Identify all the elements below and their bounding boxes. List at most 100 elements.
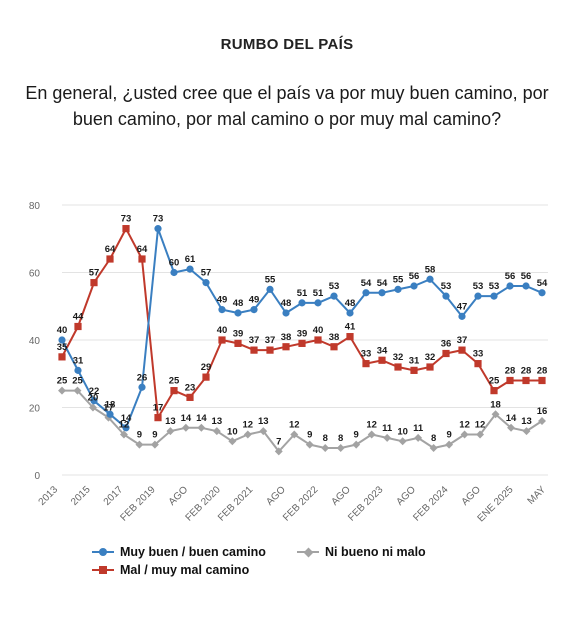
data-point bbox=[266, 346, 274, 354]
data-label: 28 bbox=[521, 366, 532, 377]
data-point bbox=[154, 225, 162, 233]
data-point bbox=[362, 289, 370, 297]
data-point bbox=[506, 282, 514, 290]
data-point bbox=[135, 440, 144, 449]
data-point bbox=[186, 393, 194, 401]
data-label: 56 bbox=[409, 271, 420, 282]
data-label: 25 bbox=[169, 376, 180, 387]
x-tick-label: AGO bbox=[460, 484, 484, 508]
data-label: 57 bbox=[201, 268, 212, 279]
data-label: 8 bbox=[338, 433, 343, 444]
data-label: 25 bbox=[72, 376, 83, 387]
data-point bbox=[106, 255, 114, 263]
x-tick-label: AGO bbox=[394, 484, 418, 508]
data-label: 32 bbox=[393, 352, 404, 363]
data-label: 12 bbox=[475, 420, 486, 431]
data-point bbox=[150, 440, 159, 449]
data-label: 33 bbox=[473, 349, 484, 360]
data-label: 38 bbox=[281, 332, 292, 343]
x-tick-label: 2017 bbox=[102, 484, 126, 508]
data-label: 53 bbox=[329, 281, 340, 292]
data-label: 23 bbox=[185, 382, 196, 393]
data-point bbox=[474, 360, 482, 368]
legend-swatch-gray-diamond bbox=[297, 547, 319, 557]
data-label: 57 bbox=[89, 268, 100, 279]
x-tick-label: MAY bbox=[526, 484, 549, 507]
data-label: 10 bbox=[227, 426, 238, 437]
data-label: 14 bbox=[196, 413, 207, 424]
data-label: 39 bbox=[233, 328, 244, 339]
data-label: 51 bbox=[313, 288, 324, 299]
data-point bbox=[491, 410, 500, 419]
data-label: 33 bbox=[361, 349, 372, 360]
data-point bbox=[298, 339, 306, 347]
data-point bbox=[314, 336, 322, 344]
data-point bbox=[429, 444, 438, 452]
data-label: 55 bbox=[393, 274, 404, 285]
data-point bbox=[321, 444, 330, 452]
data-label: 47 bbox=[457, 301, 468, 312]
data-point bbox=[58, 353, 66, 361]
data-point bbox=[90, 397, 98, 405]
data-label: 17 bbox=[153, 403, 164, 414]
data-label: 13 bbox=[212, 416, 223, 427]
page-subtitle: En general, ¿usted cree que el país va p… bbox=[25, 83, 549, 129]
data-point bbox=[234, 309, 242, 317]
data-point bbox=[362, 360, 370, 368]
data-point bbox=[476, 430, 485, 439]
data-label: 49 bbox=[249, 295, 260, 306]
legend-label: Muy buen / buen camino bbox=[120, 545, 266, 559]
data-point bbox=[290, 430, 299, 439]
data-label: 40 bbox=[57, 325, 68, 336]
legend-item-ni-bueno-ni-malo: Ni bueno ni malo bbox=[297, 545, 426, 559]
data-point bbox=[426, 363, 434, 371]
data-point bbox=[383, 433, 392, 442]
data-label: 26 bbox=[137, 372, 148, 383]
data-point bbox=[506, 376, 514, 385]
data-label: 35 bbox=[57, 342, 68, 353]
data-label: 13 bbox=[165, 416, 176, 427]
data-label: 14 bbox=[181, 413, 192, 424]
data-point bbox=[460, 430, 469, 439]
data-label: 39 bbox=[297, 328, 308, 339]
data-point bbox=[259, 427, 268, 436]
data-label: 18 bbox=[490, 399, 501, 410]
legend-label: Mal / muy mal camino bbox=[120, 563, 250, 577]
data-label: 48 bbox=[281, 298, 292, 309]
data-point bbox=[394, 363, 402, 371]
data-point bbox=[522, 282, 530, 290]
x-tick-label: AGO bbox=[329, 484, 353, 508]
data-label: 60 bbox=[169, 258, 180, 269]
data-point bbox=[212, 427, 221, 436]
x-tick-label: AGO bbox=[264, 484, 288, 508]
data-label: 17 bbox=[103, 403, 114, 414]
data-label: 9 bbox=[354, 430, 359, 441]
data-point bbox=[346, 309, 354, 317]
data-label: 37 bbox=[457, 335, 468, 346]
data-point bbox=[330, 292, 338, 300]
data-point bbox=[122, 225, 130, 233]
data-label: 54 bbox=[537, 278, 548, 289]
y-tick-label: 20 bbox=[29, 404, 41, 415]
data-label: 12 bbox=[459, 420, 470, 431]
data-label: 12 bbox=[289, 420, 300, 431]
data-label: 32 bbox=[425, 352, 436, 363]
data-point bbox=[442, 292, 450, 300]
data-point bbox=[154, 414, 162, 422]
data-point bbox=[378, 289, 386, 297]
data-point bbox=[250, 306, 258, 314]
data-label: 53 bbox=[473, 281, 484, 292]
data-point bbox=[298, 299, 306, 307]
data-point bbox=[314, 299, 322, 307]
data-label: 12 bbox=[119, 420, 130, 431]
data-label: 11 bbox=[382, 423, 393, 434]
data-label: 56 bbox=[505, 271, 516, 282]
page-title: RUMBO DEL PAÍS bbox=[220, 36, 354, 53]
data-label: 40 bbox=[313, 325, 324, 336]
data-point bbox=[538, 376, 546, 385]
data-label: 22 bbox=[89, 386, 100, 397]
data-label: 8 bbox=[431, 433, 436, 444]
data-point bbox=[538, 289, 546, 297]
data-label: 38 bbox=[329, 332, 340, 343]
